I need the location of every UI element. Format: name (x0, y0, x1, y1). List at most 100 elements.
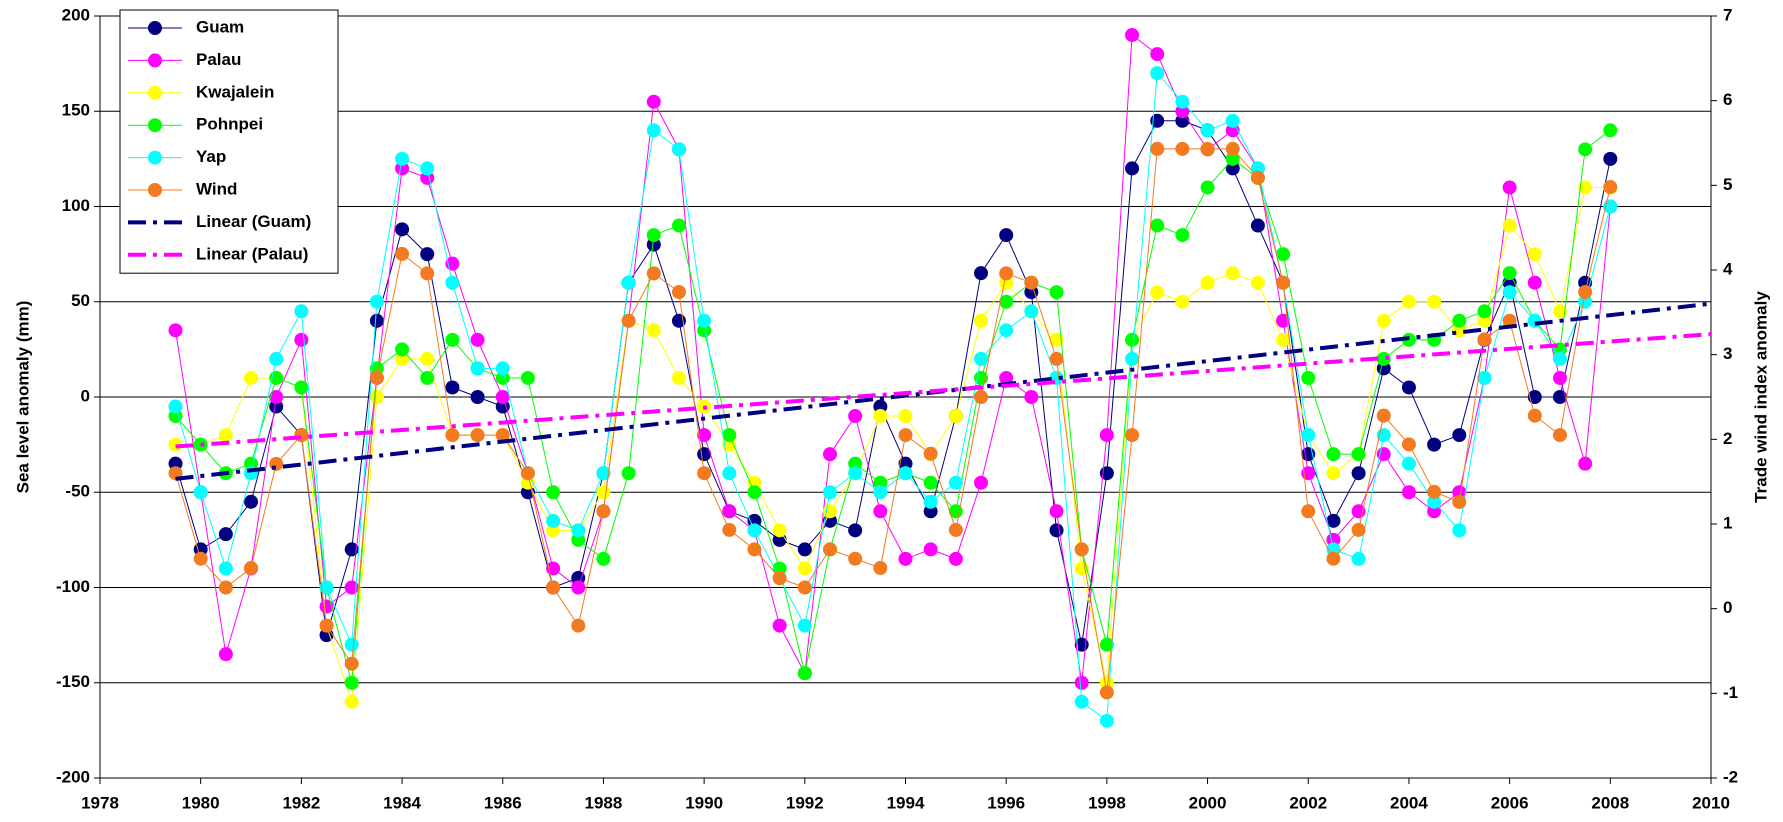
data-point (1175, 94, 1190, 109)
data-point (747, 542, 762, 557)
data-point (596, 504, 611, 519)
data-point (344, 694, 359, 709)
data-point (898, 409, 913, 424)
data-point (671, 142, 686, 157)
data-point (1502, 218, 1517, 233)
series-line (175, 148, 1611, 693)
data-point (621, 275, 636, 290)
data-point (974, 351, 989, 366)
data-point (1603, 151, 1618, 166)
data-point (1351, 447, 1366, 462)
y2-tick-label: 5 (1723, 175, 1732, 194)
data-point (1578, 180, 1593, 195)
y-tick-label: 100 (62, 196, 90, 215)
data-point (1527, 408, 1542, 423)
data-point (1477, 370, 1492, 385)
data-point (848, 466, 863, 481)
legend-marker (148, 183, 162, 197)
data-point (671, 370, 686, 385)
data-point (1552, 390, 1567, 404)
data-point (999, 370, 1014, 385)
x-tick-label: 1978 (81, 793, 119, 812)
data-point (495, 428, 510, 443)
x-tick-label: 1994 (887, 793, 925, 812)
x-tick-label: 2006 (1491, 793, 1529, 812)
data-point (1452, 428, 1467, 443)
data-point (596, 485, 611, 500)
data-point (1401, 485, 1416, 500)
y-tick-label: -200 (56, 767, 90, 786)
data-point (1326, 551, 1341, 566)
x-tick-label: 2000 (1189, 793, 1227, 812)
data-point (1502, 180, 1517, 195)
legend-marker (148, 118, 162, 133)
data-point (1250, 170, 1265, 185)
data-point (395, 342, 410, 357)
data-point (646, 266, 661, 281)
data-point (697, 313, 712, 328)
data-point (948, 409, 963, 424)
data-point (1049, 504, 1064, 519)
data-point (923, 542, 938, 557)
data-point (1074, 542, 1089, 557)
data-point (646, 323, 661, 338)
y2-tick-label: 7 (1723, 5, 1732, 24)
x-tick-label: 2002 (1289, 793, 1327, 812)
trend-line (175, 332, 1712, 449)
data-point (1225, 113, 1240, 128)
data-point (1452, 485, 1467, 500)
series-line (175, 129, 1611, 683)
data-point (898, 466, 913, 481)
data-point (898, 551, 913, 566)
data-point (1301, 428, 1316, 443)
data-point (344, 656, 359, 671)
data-point (495, 390, 510, 404)
data-point (1427, 484, 1442, 499)
data-point (1376, 408, 1391, 423)
data-point (269, 351, 284, 366)
data-point (1376, 351, 1391, 366)
data-point (1401, 456, 1416, 471)
data-point (1452, 313, 1467, 328)
legend-label: Pohnpei (196, 115, 263, 134)
data-point (1578, 456, 1593, 471)
data-point (1603, 180, 1618, 195)
legend-marker (148, 85, 162, 100)
legend-marker (148, 150, 162, 165)
legend-marker (148, 21, 162, 35)
data-point (1175, 141, 1190, 156)
data-point (974, 390, 989, 404)
y-tick-label: -100 (56, 577, 90, 596)
data-point (1552, 351, 1567, 366)
data-point (1074, 675, 1089, 690)
data-point (1225, 266, 1240, 281)
data-point (898, 428, 913, 443)
data-point (948, 522, 963, 537)
data-point (1477, 304, 1492, 319)
data-point (797, 666, 812, 681)
data-point (772, 618, 787, 633)
y2-axis-label: Trade wind index anomaly (1751, 291, 1770, 503)
data-point (822, 485, 837, 500)
data-point (168, 399, 183, 414)
data-point (218, 580, 233, 595)
data-point (294, 304, 309, 319)
data-point (873, 485, 888, 500)
data-point (1099, 637, 1114, 652)
data-point (1527, 275, 1542, 290)
data-point (218, 428, 233, 443)
y-tick-label: 0 (81, 386, 90, 405)
data-point (948, 551, 963, 566)
data-point (420, 370, 435, 385)
data-point (1427, 294, 1442, 309)
data-point (1175, 228, 1190, 243)
data-point (621, 466, 636, 481)
data-point (1099, 685, 1114, 700)
data-point (395, 222, 410, 237)
series-line (175, 71, 1611, 722)
data-point (1049, 285, 1064, 300)
data-point (395, 246, 410, 261)
data-point (319, 580, 334, 595)
data-point (1276, 275, 1291, 290)
data-point (671, 218, 686, 233)
